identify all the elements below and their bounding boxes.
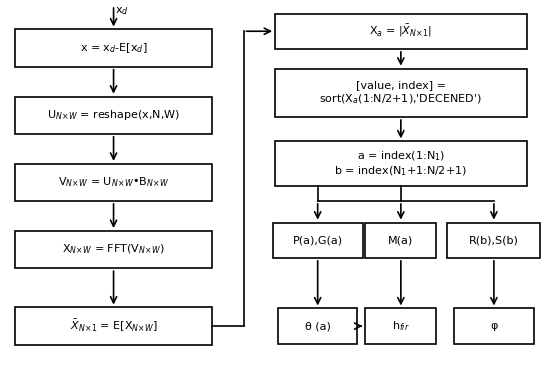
Text: R(b),S(b): R(b),S(b)	[469, 235, 519, 245]
Bar	[273, 223, 363, 258]
Text: φ: φ	[490, 321, 498, 331]
Text: $\bar{X}$$_{N\!\times\!1}$ = E[X$_{N\!\times\! W}$]: $\bar{X}$$_{N\!\times\!1}$ = E[X$_{N\!\t…	[69, 318, 158, 334]
Bar	[275, 141, 527, 186]
Text: [value, index] =
sort(X$_a$(1:N/2+1),'DECENED'): [value, index] = sort(X$_a$(1:N/2+1),'DE…	[320, 80, 482, 106]
Bar	[447, 223, 541, 258]
Bar	[15, 164, 212, 201]
Bar	[15, 231, 212, 268]
Text: x$_d$: x$_d$	[115, 5, 129, 17]
Bar	[275, 14, 527, 49]
Bar	[15, 97, 212, 134]
Bar	[365, 308, 437, 344]
Bar	[15, 308, 212, 345]
Text: U$_{N\!\times\! W}$ = reshape(x,N,W): U$_{N\!\times\! W}$ = reshape(x,N,W)	[47, 108, 180, 122]
Text: P(a),G(a): P(a),G(a)	[293, 235, 343, 245]
Text: X$_a$ = |$\bar{X}$$_{N\!\times\!1}$|: X$_a$ = |$\bar{X}$$_{N\!\times\!1}$|	[370, 23, 432, 39]
Bar	[365, 223, 437, 258]
Text: M(a): M(a)	[388, 235, 414, 245]
Text: θ (a): θ (a)	[305, 321, 331, 331]
Bar	[275, 68, 527, 117]
Text: x = x$_d$-E[x$_d$]: x = x$_d$-E[x$_d$]	[80, 41, 147, 55]
Text: h$_{fir}$: h$_{fir}$	[392, 319, 410, 333]
Bar	[454, 308, 534, 344]
Bar	[15, 29, 212, 67]
Text: X$_{N\!\times\! W}$ = FFT(V$_{N\!\times\! W}$): X$_{N\!\times\! W}$ = FFT(V$_{N\!\times\…	[62, 243, 165, 256]
Text: a = index(1:N$_1$)
b = index(N$_1$+1:N/2+1): a = index(1:N$_1$) b = index(N$_1$+1:N/2…	[334, 149, 468, 178]
Text: V$_{N\!\times\! W}$ = U$_{N\!\times\! W}$•B$_{N\!\times\! W}$: V$_{N\!\times\! W}$ = U$_{N\!\times\! W}…	[58, 176, 169, 189]
Bar	[278, 308, 358, 344]
